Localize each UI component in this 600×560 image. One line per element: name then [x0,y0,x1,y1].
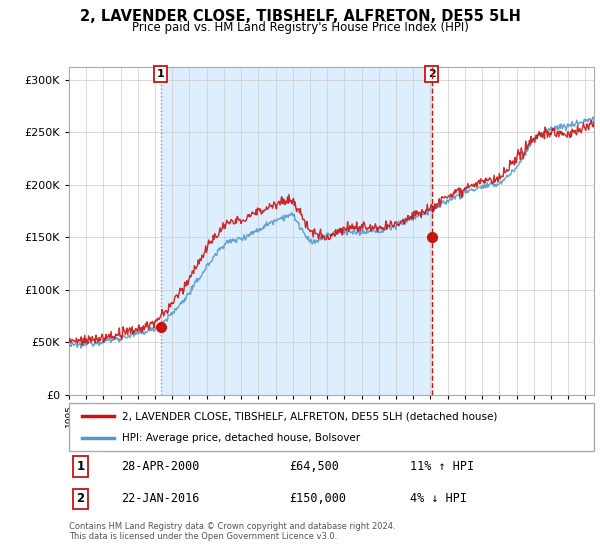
Bar [161,67,431,395]
Text: 28-APR-2000: 28-APR-2000 [121,460,200,473]
Text: 1: 1 [157,69,164,79]
Text: 2, LAVENDER CLOSE, TIBSHELF, ALFRETON, DE55 5LH: 2, LAVENDER CLOSE, TIBSHELF, ALFRETON, D… [80,9,520,24]
Text: 2: 2 [428,69,436,79]
Text: Price paid vs. HM Land Registry's House Price Index (HPI): Price paid vs. HM Land Registry's House … [131,21,469,34]
Text: HPI: Average price, detached house, Bolsover: HPI: Average price, detached house, Bols… [121,433,359,443]
Text: 22-JAN-2016: 22-JAN-2016 [121,492,200,505]
Text: £150,000: £150,000 [290,492,347,505]
FancyBboxPatch shape [69,403,594,451]
Text: 11% ↑ HPI: 11% ↑ HPI [410,460,475,473]
Text: 1: 1 [76,460,85,473]
Text: 2: 2 [76,492,85,505]
Text: 4% ↓ HPI: 4% ↓ HPI [410,492,467,505]
Text: Contains HM Land Registry data © Crown copyright and database right 2024.
This d: Contains HM Land Registry data © Crown c… [69,522,395,542]
Text: 2, LAVENDER CLOSE, TIBSHELF, ALFRETON, DE55 5LH (detached house): 2, LAVENDER CLOSE, TIBSHELF, ALFRETON, D… [121,411,497,421]
Text: £64,500: £64,500 [290,460,340,473]
